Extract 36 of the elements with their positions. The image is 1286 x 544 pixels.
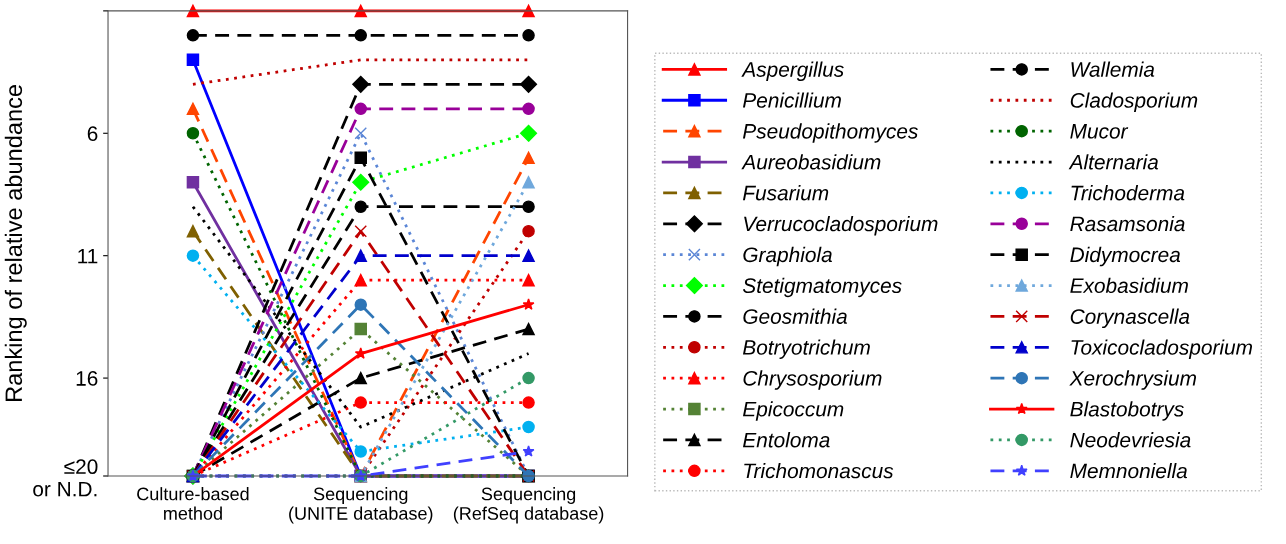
legend-label: Wallemia bbox=[1071, 61, 1155, 77]
legend-label: Fusarium bbox=[742, 185, 829, 201]
legend-label: Graphiola bbox=[743, 246, 832, 267]
legend-label: Trichomonascus bbox=[744, 463, 894, 479]
legend-label: Entoloma bbox=[742, 432, 830, 448]
legend-label: Geosmithia bbox=[743, 308, 847, 324]
x-tick-label: Sequencing (RefSeq database) bbox=[453, 487, 604, 524]
legend-label: Chrysosporium bbox=[743, 370, 882, 390]
legend-label: Memnoniella bbox=[1070, 463, 1188, 479]
legend-label: Alternaria bbox=[1068, 154, 1159, 170]
legend-label: Mucor bbox=[1070, 124, 1129, 139]
legend-label: Pseudopithomyces bbox=[742, 123, 918, 143]
legend-label: Aureobasidium bbox=[741, 154, 881, 170]
y-tick-label: ≤20 or N.D. bbox=[33, 459, 98, 497]
legend-label: Verrucocladosporium bbox=[744, 215, 938, 236]
y-tick-label: 6 bbox=[87, 126, 98, 142]
legend-label: Botryotrichum bbox=[742, 339, 870, 359]
legend-label: Neodevriesia bbox=[1070, 432, 1191, 448]
x-tick-label: Culture-based method bbox=[137, 487, 249, 520]
legend-label: Aspergillus bbox=[741, 61, 844, 81]
legend-label: Trichoderma bbox=[1071, 185, 1185, 201]
legend-label: Toxicocladosporium bbox=[1071, 339, 1253, 359]
legend-label: Epicoccum bbox=[742, 401, 844, 421]
x-tick-label: Sequencing (UNITE database) bbox=[289, 487, 433, 524]
y-tick-label: 16 bbox=[76, 371, 98, 386]
legend-label: Xerochrysium bbox=[1069, 370, 1197, 390]
y-tick-label: 11 bbox=[78, 248, 98, 264]
legend-label: Blastobotrys bbox=[1070, 401, 1184, 421]
legend-label: Exobasidium bbox=[1070, 277, 1188, 294]
legend-label: Didymocrea bbox=[1070, 246, 1181, 267]
legend-label: Penicillium bbox=[742, 92, 841, 108]
legend-label: Cladosporium bbox=[1070, 92, 1198, 112]
legend-label: Corynascella bbox=[1070, 308, 1190, 329]
legend-label: Stetigmatomyces bbox=[742, 277, 902, 298]
legend-label: Rasamsonia bbox=[1070, 215, 1185, 232]
y-axis-title: Ranking of relative abundance bbox=[4, 84, 27, 401]
